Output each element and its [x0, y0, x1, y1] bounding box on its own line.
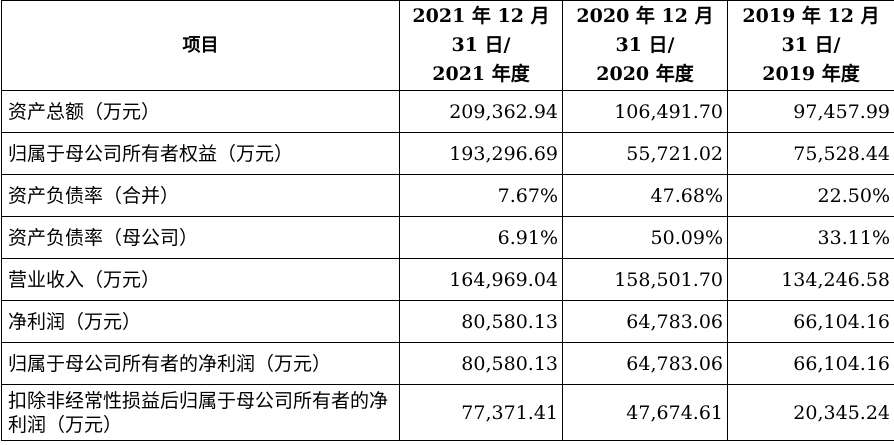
cell-2020: 55,721.02 — [562, 132, 728, 175]
header-2020-line3: 2020 年度 — [596, 63, 694, 85]
cell-2020: 64,783.06 — [562, 342, 728, 385]
table-row: 营业收入（万元） 164,969.04 158,501.70 134,246.5… — [1, 258, 894, 301]
row-label: 资产负债率（合并） — [1, 174, 400, 217]
header-2020: 2020 年 12 月 31 日/ 2020 年度 — [562, 0, 728, 91]
cell-2021: 80,580.13 — [399, 342, 563, 385]
cell-2019: 66,104.16 — [727, 300, 894, 343]
table-row: 资产总额（万元） 209,362.94 106,491.70 97,457.99 — [1, 90, 894, 133]
header-2021-line1: 2021 年 12 月 — [412, 5, 550, 27]
row-label: 归属于母公司所有者的净利润（万元） — [1, 342, 400, 385]
cell-2021: 77,371.41 — [399, 384, 563, 441]
table-row: 资产负债率（合并） 7.67% 47.68% 22.50% — [1, 174, 894, 217]
cell-2020: 50.09% — [562, 216, 728, 259]
cell-2021: 209,362.94 — [399, 90, 563, 133]
table-row: 归属于母公司所有者权益（万元） 193,296.69 55,721.02 75,… — [1, 132, 894, 175]
header-2020-line2: 31 日/ — [615, 34, 675, 56]
row-label: 净利润（万元） — [1, 300, 400, 343]
cell-2019: 97,457.99 — [727, 90, 894, 133]
header-2019-line1: 2019 年 12 月 — [742, 5, 880, 27]
cell-2020: 158,501.70 — [562, 258, 728, 301]
cell-2019: 20,345.24 — [727, 384, 894, 441]
cell-2020: 64,783.06 — [562, 300, 728, 343]
cell-2021: 6.91% — [399, 216, 563, 259]
cell-2019: 33.11% — [727, 216, 894, 259]
header-2019-line3: 2019 年度 — [762, 63, 860, 85]
header-2021-line2: 31 日/ — [451, 34, 511, 56]
cell-2021: 80,580.13 — [399, 300, 563, 343]
table-row: 归属于母公司所有者的净利润（万元） 80,580.13 64,783.06 66… — [1, 342, 894, 385]
cell-2021: 193,296.69 — [399, 132, 563, 175]
cell-2020: 47.68% — [562, 174, 728, 217]
table-row: 净利润（万元） 80,580.13 64,783.06 66,104.16 — [1, 300, 894, 343]
table-row: 资产负债率（母公司） 6.91% 50.09% 33.11% — [1, 216, 894, 259]
table-row: 扣除非经常性损益后归属于母公司所有者的净利润（万元） 77,371.41 47,… — [1, 384, 894, 441]
row-label: 扣除非经常性损益后归属于母公司所有者的净利润（万元） — [1, 384, 400, 441]
row-label: 资产总额（万元） — [1, 90, 400, 133]
cell-2019: 75,528.44 — [727, 132, 894, 175]
cell-2019: 66,104.16 — [727, 342, 894, 385]
header-item: 项目 — [1, 0, 400, 91]
cell-2021: 164,969.04 — [399, 258, 563, 301]
cell-2021: 7.67% — [399, 174, 563, 217]
header-2019: 2019 年 12 月 31 日/ 2019 年度 — [727, 0, 894, 91]
cell-2020: 47,674.61 — [562, 384, 728, 441]
header-2019-line2: 31 日/ — [781, 34, 841, 56]
header-2020-line1: 2020 年 12 月 — [576, 5, 714, 27]
row-label: 营业收入（万元） — [1, 258, 400, 301]
header-2021: 2021 年 12 月 31 日/ 2021 年度 — [399, 0, 563, 91]
table-header-row: 项目 2021 年 12 月 31 日/ 2021 年度 2020 年 12 月… — [1, 0, 894, 91]
cell-2019: 134,246.58 — [727, 258, 894, 301]
cell-2019: 22.50% — [727, 174, 894, 217]
row-label: 归属于母公司所有者权益（万元） — [1, 132, 400, 175]
cell-2020: 106,491.70 — [562, 90, 728, 133]
row-label: 资产负债率（母公司） — [1, 216, 400, 259]
header-2021-line3: 2021 年度 — [432, 63, 530, 85]
